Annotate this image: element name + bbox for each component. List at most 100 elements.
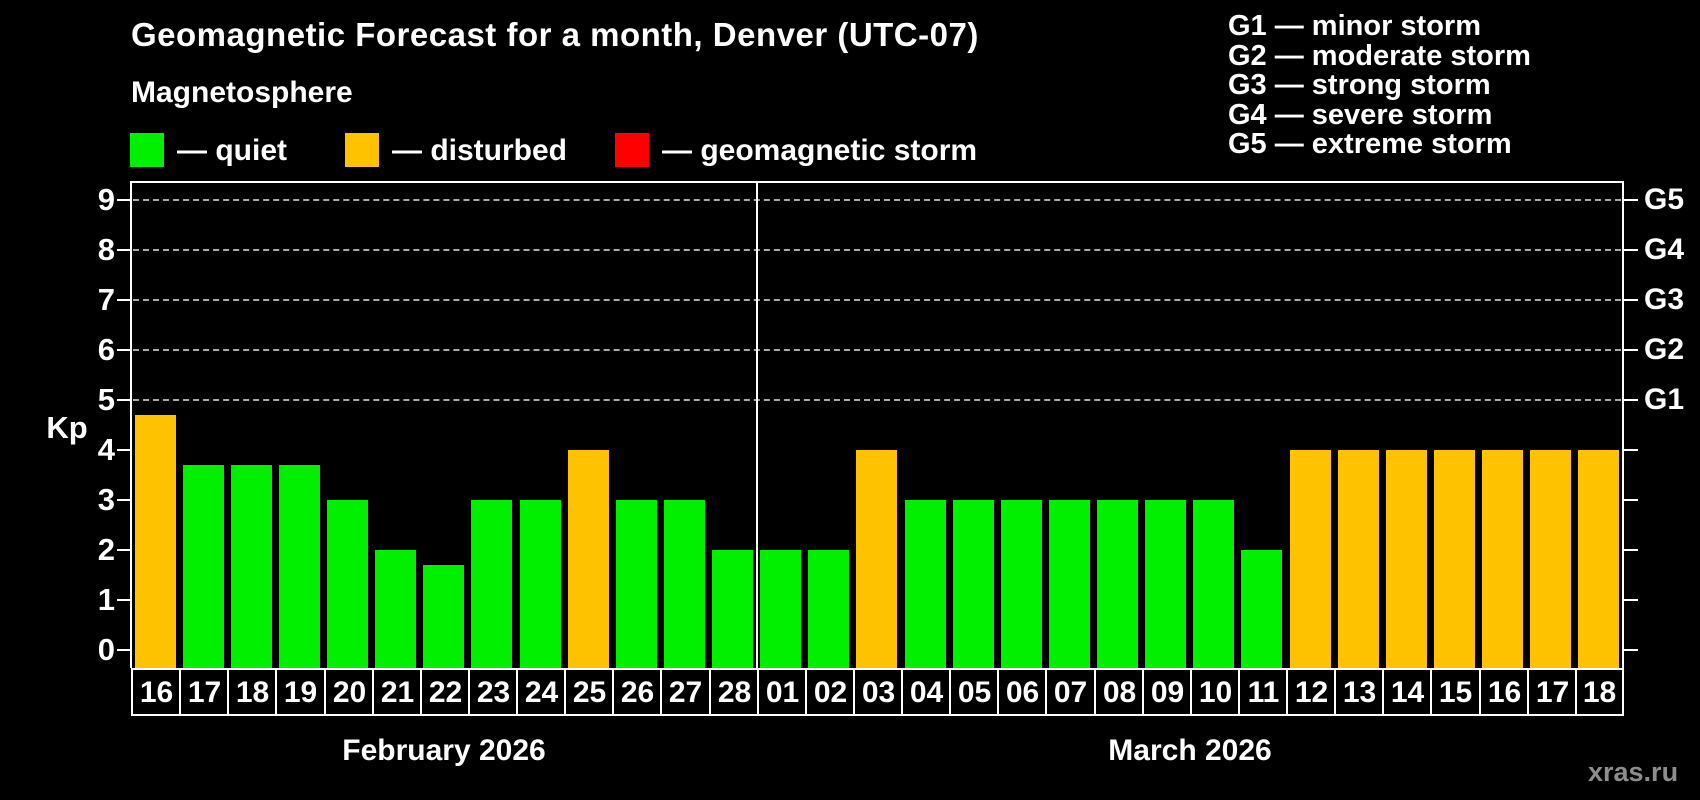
kp-bar xyxy=(423,565,464,668)
g-scale-label: G2 xyxy=(1644,333,1685,366)
day-cell: 28 xyxy=(709,668,758,716)
y-axis-title: Kp xyxy=(46,410,88,445)
g-scale-label: G3 xyxy=(1644,283,1685,316)
kp-bar xyxy=(1290,450,1331,668)
right-tick xyxy=(1623,299,1638,301)
day-cell: 16 xyxy=(131,668,180,716)
day-cell: 02 xyxy=(805,668,854,716)
grid-line xyxy=(133,399,1621,401)
kp-bar xyxy=(1097,500,1138,668)
day-cell: 01 xyxy=(757,668,806,716)
disturbed-legend-swatch xyxy=(345,133,379,167)
kp-bar xyxy=(953,500,994,668)
kp-bar xyxy=(183,465,224,668)
kp-bar xyxy=(1338,450,1379,668)
day-cell: 18 xyxy=(227,668,276,716)
kp-bar xyxy=(1241,550,1282,668)
y-tick-label: 0 xyxy=(97,632,115,667)
kp-bar xyxy=(712,550,753,668)
day-cell: 12 xyxy=(1286,668,1335,716)
y-tick xyxy=(117,499,131,501)
grid-line xyxy=(133,249,1621,251)
day-cell: 25 xyxy=(564,668,613,716)
kp-bar xyxy=(231,465,272,668)
day-cell: 15 xyxy=(1430,668,1479,716)
day-cell: 08 xyxy=(1094,668,1143,716)
kp-bar xyxy=(135,415,176,668)
kp-bar xyxy=(808,550,849,668)
kp-bar xyxy=(471,500,512,668)
g-scale-label: G4 xyxy=(1644,233,1685,266)
kp-bar xyxy=(760,550,801,668)
month-label: March 2026 xyxy=(1108,734,1272,767)
right-tick xyxy=(1623,199,1638,201)
g-scale-label: G5 xyxy=(1644,183,1685,216)
kp-bar xyxy=(1530,450,1571,668)
right-tick xyxy=(1623,349,1638,351)
y-tick xyxy=(117,249,131,251)
y-tick xyxy=(117,449,131,451)
month-separator-line xyxy=(756,182,758,668)
storm-legend-swatch xyxy=(615,133,649,167)
grid-line xyxy=(133,199,1621,201)
right-tick xyxy=(1623,399,1638,401)
kp-bar xyxy=(1386,450,1427,668)
page-title: Geomagnetic Forecast for a month, Denver… xyxy=(131,16,979,53)
kp-bar xyxy=(1193,500,1234,668)
kp-bar xyxy=(1049,500,1090,668)
kp-bar xyxy=(1578,450,1619,668)
grid-line xyxy=(133,299,1621,301)
storm-legend-label: — geomagnetic storm xyxy=(662,134,978,167)
right-tick xyxy=(1623,449,1638,451)
storm-scale-item-g5: G5 — extreme storm xyxy=(1228,128,1512,161)
g-scale-label: G1 xyxy=(1644,383,1685,416)
storm-scale-item-g1: G1 — minor storm xyxy=(1228,10,1481,42)
watermark: xras.ru xyxy=(1588,757,1679,787)
storm-scale-item-g3: G3 — strong storm xyxy=(1228,69,1491,102)
day-cell: 26 xyxy=(612,668,661,716)
day-cell: 17 xyxy=(179,668,228,716)
y-tick-label: 7 xyxy=(97,282,115,317)
y-axis-line xyxy=(130,181,132,668)
day-cell: 04 xyxy=(901,668,950,716)
plot-top-border xyxy=(130,181,1624,183)
day-cell: 14 xyxy=(1382,668,1431,716)
day-cell: 07 xyxy=(1045,668,1094,716)
day-cell: 16 xyxy=(1479,668,1528,716)
month-label: February 2026 xyxy=(342,734,546,767)
kp-bar xyxy=(856,450,897,668)
y-tick xyxy=(117,549,131,551)
right-tick xyxy=(1623,249,1638,251)
y-tick-label: 5 xyxy=(97,382,115,417)
day-cell: 27 xyxy=(660,668,709,716)
y-tick xyxy=(117,399,131,401)
y-tick xyxy=(117,199,131,201)
kp-bar xyxy=(1001,500,1042,668)
day-cell: 03 xyxy=(853,668,902,716)
right-tick xyxy=(1623,499,1638,501)
kp-bar xyxy=(520,500,561,668)
day-cell: 17 xyxy=(1527,668,1576,716)
right-tick xyxy=(1623,649,1638,651)
day-cell: 20 xyxy=(324,668,373,716)
storm-scale-item-g2: G2 — moderate storm xyxy=(1228,39,1531,72)
y-tick xyxy=(117,349,131,351)
day-cell: 19 xyxy=(275,668,324,716)
y-tick-label: 3 xyxy=(97,482,115,517)
y-tick xyxy=(117,599,131,601)
kp-bar xyxy=(616,500,657,668)
y-tick-label: 9 xyxy=(97,182,115,217)
y-tick-label: 4 xyxy=(97,432,115,467)
day-cell: 18 xyxy=(1575,668,1624,716)
kp-bar xyxy=(375,550,416,668)
kp-bar xyxy=(327,500,368,668)
day-cell: 05 xyxy=(949,668,998,716)
day-cell: 13 xyxy=(1334,668,1383,716)
y-tick-label: 1 xyxy=(97,582,115,617)
storm-scale-item-g4: G4 — severe storm xyxy=(1228,98,1493,131)
kp-bar xyxy=(1145,500,1186,668)
disturbed-legend-label: — disturbed xyxy=(392,134,568,167)
kp-bar xyxy=(905,500,946,668)
